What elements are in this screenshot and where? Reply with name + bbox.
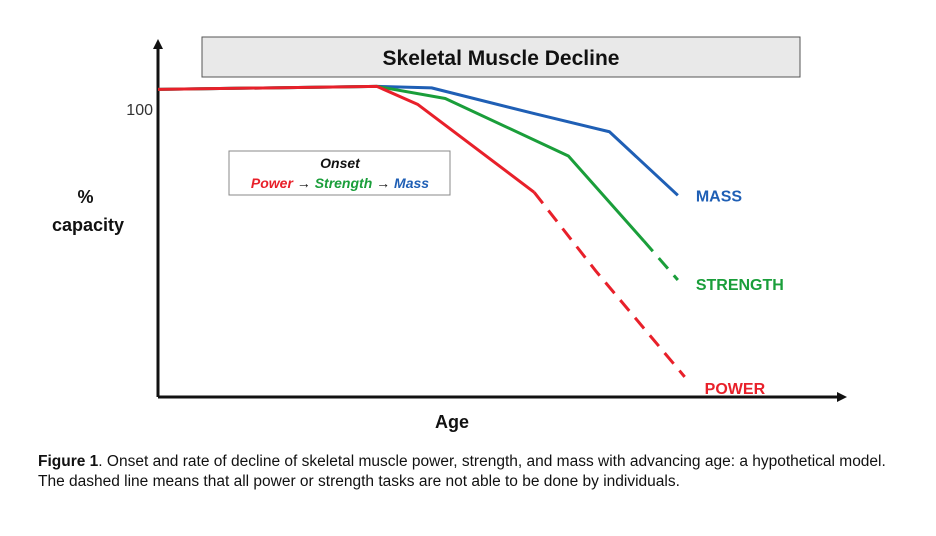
x-axis-label: Age <box>435 412 469 432</box>
series-label-strength: STRENGTH <box>696 277 784 294</box>
legend-item-3: → <box>372 175 390 191</box>
chart-title: Skeletal Muscle Decline <box>383 47 620 70</box>
series-line-power <box>157 84 536 194</box>
series-label-power: POWER <box>705 381 766 398</box>
figure-caption: Figure 1. Onset and rate of decline of s… <box>38 452 908 492</box>
caption-text: . Onset and rate of decline of skeletal … <box>38 453 886 490</box>
legend-item-1: → <box>293 175 311 191</box>
legend-entries: Power → Strength → Mass <box>251 175 429 191</box>
caption-label: Figure 1 <box>38 453 99 470</box>
series-label-mass: MASS <box>696 188 743 205</box>
series-dashed-strength <box>642 239 679 282</box>
series-dashed-power <box>533 191 686 378</box>
chart: Skeletal Muscle Decline 100 % capacity A… <box>52 36 847 432</box>
legend-item-4: Mass <box>390 175 429 191</box>
legend-item-0: Power <box>251 175 295 191</box>
title-box <box>201 36 801 78</box>
legend-title: Onset <box>320 155 361 171</box>
legend-item-2: Strength <box>311 175 372 191</box>
y-axis-label: % capacity <box>52 187 124 235</box>
y-tick-label: 100 <box>126 102 153 119</box>
legend-box <box>228 150 451 196</box>
series-layer: MASS STRENGTH POWER <box>157 84 784 398</box>
legend: Onset Power → Strength → Mass <box>228 150 451 196</box>
